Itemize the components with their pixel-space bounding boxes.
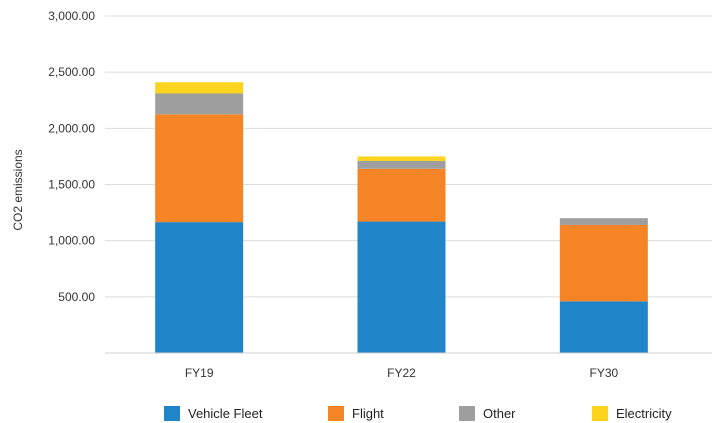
y-tick-label: 3,000.00 — [48, 9, 95, 23]
y-axis-tick-labels: 500.00 1,000.00 1,500.00 2,000.00 2,500.00 3,… — [48, 9, 95, 304]
bar-fy30-flight — [559, 224, 648, 302]
y-tick-label: 1,000.00 — [48, 234, 95, 248]
legend-label: Other — [483, 406, 516, 421]
y-tick-label: 500.00 — [58, 290, 95, 304]
x-tick-label: FY19 — [185, 366, 214, 380]
legend-label: Flight — [352, 406, 384, 421]
bar-fy19-other — [155, 93, 244, 115]
bar-fy30-vehicle-fleet — [559, 301, 648, 353]
y-tick-label: 2,000.00 — [48, 121, 95, 135]
x-tick-label: FY22 — [387, 366, 416, 380]
legend-swatch-electricity — [592, 406, 608, 421]
legend-swatch-vehicle-fleet — [164, 406, 180, 421]
y-tick-label: 2,500.00 — [48, 65, 95, 79]
legend: Vehicle Fleet Flight Other Electricity — [164, 406, 672, 421]
y-tick-label: 1,500.00 — [48, 178, 95, 192]
bar-fy19-vehicle-fleet — [155, 222, 244, 353]
bar-fy19-flight — [155, 114, 244, 223]
legend-label: Vehicle Fleet — [188, 406, 263, 421]
bar-fy30-other — [559, 218, 648, 225]
bar-fy22-vehicle-fleet — [357, 221, 446, 353]
x-axis-tick-labels: FY19 FY22 FY30 — [185, 366, 619, 380]
bar-fy19-electricity — [155, 82, 244, 94]
bar-fy22-flight — [357, 168, 446, 222]
legend-swatch-flight — [328, 406, 344, 421]
x-tick-label: FY30 — [589, 366, 618, 380]
bars — [155, 82, 648, 353]
legend-swatch-other — [459, 406, 475, 421]
bar-fy22-other — [357, 160, 446, 169]
legend-label: Electricity — [616, 406, 672, 421]
y-axis-title: CO2 emissions — [11, 149, 25, 230]
bar-fy22-electricity — [357, 156, 446, 161]
